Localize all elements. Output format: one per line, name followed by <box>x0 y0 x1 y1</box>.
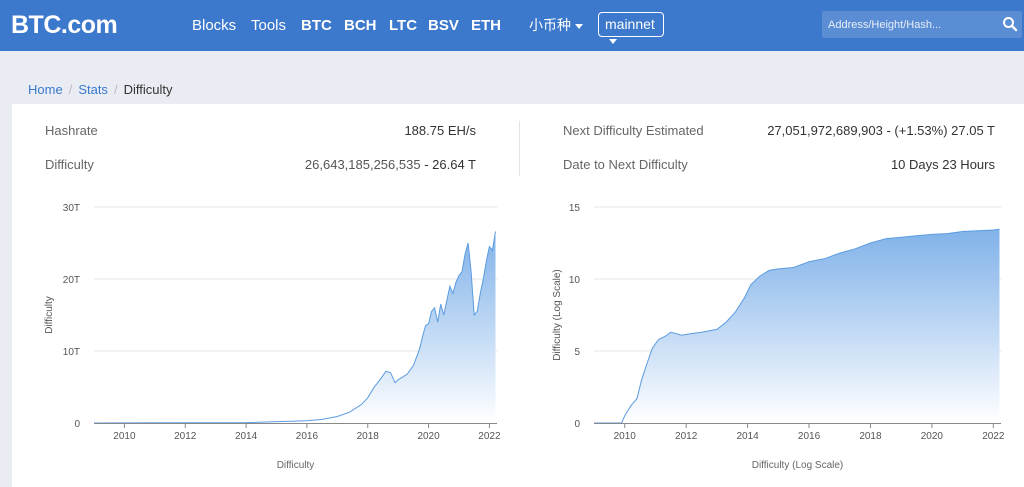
nav-bch[interactable]: BCH <box>344 17 377 34</box>
logo[interactable]: BTC.com <box>11 11 118 39</box>
x-tick-label: 2020 <box>921 431 944 442</box>
breadcrumb: Home / Stats / Difficulty <box>28 82 172 97</box>
y-tick-label: 30T <box>63 203 80 214</box>
breadcrumb-stats[interactable]: Stats <box>78 82 108 97</box>
x-tick-label: 2012 <box>675 431 698 442</box>
breadcrumb-separator: / <box>68 82 73 97</box>
date-to-next-label: Date to Next Difficulty <box>563 157 688 172</box>
x-tick-label: 2014 <box>235 431 258 442</box>
difficulty-chart: 0 10T 20T 30T 2010 2012 2014 2016 2018 2020 2022 Di… <box>44 203 501 471</box>
series-area <box>94 231 496 423</box>
nav-tools[interactable]: Tools <box>251 17 287 34</box>
difficulty-raw: 26,643,185,256,535 <box>304 157 421 172</box>
x-tick-label: 2010 <box>113 431 136 442</box>
y-tick-label: 5 <box>574 347 580 358</box>
y-tick-label: 20T <box>63 275 80 286</box>
difficulty-separator: - <box>420 157 433 172</box>
difficulty-label: Difficulty <box>45 157 94 172</box>
x-axis-title: Difficulty (Log Scale) <box>752 460 844 471</box>
y-axis-title: Difficulty <box>44 296 55 334</box>
difficulty-value: 26,643,185,256,535 - 26.64 T <box>242 157 476 172</box>
x-tick-label: 2016 <box>296 431 319 442</box>
x-tick-label: 2012 <box>174 431 197 442</box>
series-line <box>93 231 496 424</box>
y-tick-label: 15 <box>569 203 581 214</box>
next-difficulty-label: Next Difficulty Estimated <box>563 123 704 138</box>
breadcrumb-current: Difficulty <box>123 82 173 97</box>
x-tick-label: 2016 <box>798 431 821 442</box>
network-dropdown-label: mainnet <box>605 16 655 32</box>
y-axis-title: Difficulty (Log Scale) <box>552 269 563 361</box>
nav-bsv[interactable]: BSV <box>428 17 459 34</box>
search-box <box>822 11 1022 38</box>
y-tick-label: 10 <box>569 275 581 286</box>
nav-eth[interactable]: ETH <box>471 17 501 34</box>
altcoin-dropdown-label: 小币种 <box>529 17 571 33</box>
x-tick-label: 2010 <box>614 431 637 442</box>
search-input[interactable] <box>822 11 1000 38</box>
series-line <box>594 228 1000 424</box>
x-tick-label: 2020 <box>417 431 440 442</box>
nav-blocks[interactable]: Blocks <box>192 17 237 34</box>
breadcrumb-separator: / <box>113 82 118 97</box>
network-dropdown[interactable]: mainnet <box>598 12 664 44</box>
top-navbar: BTC.com Blocks Tools BTC BCH LTC BSV ETH… <box>0 0 1024 51</box>
series-area <box>594 229 1000 423</box>
caret-down-icon <box>575 23 583 29</box>
x-tick-label: 2018 <box>357 431 380 442</box>
breadcrumb-home[interactable]: Home <box>28 82 63 97</box>
stats-divider <box>519 121 520 176</box>
altcoin-dropdown[interactable]: 小币种 <box>529 15 583 35</box>
x-tick-label: 2022 <box>982 431 1005 442</box>
x-tick-label: 2018 <box>859 431 882 442</box>
nav-btc[interactable]: BTC <box>301 17 332 34</box>
search-icon[interactable] <box>1002 16 1018 32</box>
x-axis-title: Difficulty <box>277 460 315 471</box>
difficulty-short: 26.64 T <box>432 157 476 172</box>
nav-ltc[interactable]: LTC <box>389 17 418 34</box>
date-to-next-value: 10 Days 23 Hours <box>890 157 995 172</box>
x-tick-label: 2022 <box>478 431 501 442</box>
y-tick-label: 10T <box>63 347 80 358</box>
x-tick-label: 2014 <box>736 431 759 442</box>
next-difficulty-value: 27,051,972,689,903 - (+1.53%) 27.05 T <box>767 123 995 138</box>
hashrate-label: Hashrate <box>45 123 98 138</box>
y-tick-label: 0 <box>574 419 580 430</box>
difficulty-log-chart: 0 5 10 15 2010 2012 2014 2016 2018 2020 2022 Diffic… <box>552 203 1005 471</box>
caret-down-icon <box>609 38 617 44</box>
hashrate-value: 188.75 EH/s <box>404 123 476 138</box>
y-tick-label: 0 <box>74 419 80 430</box>
